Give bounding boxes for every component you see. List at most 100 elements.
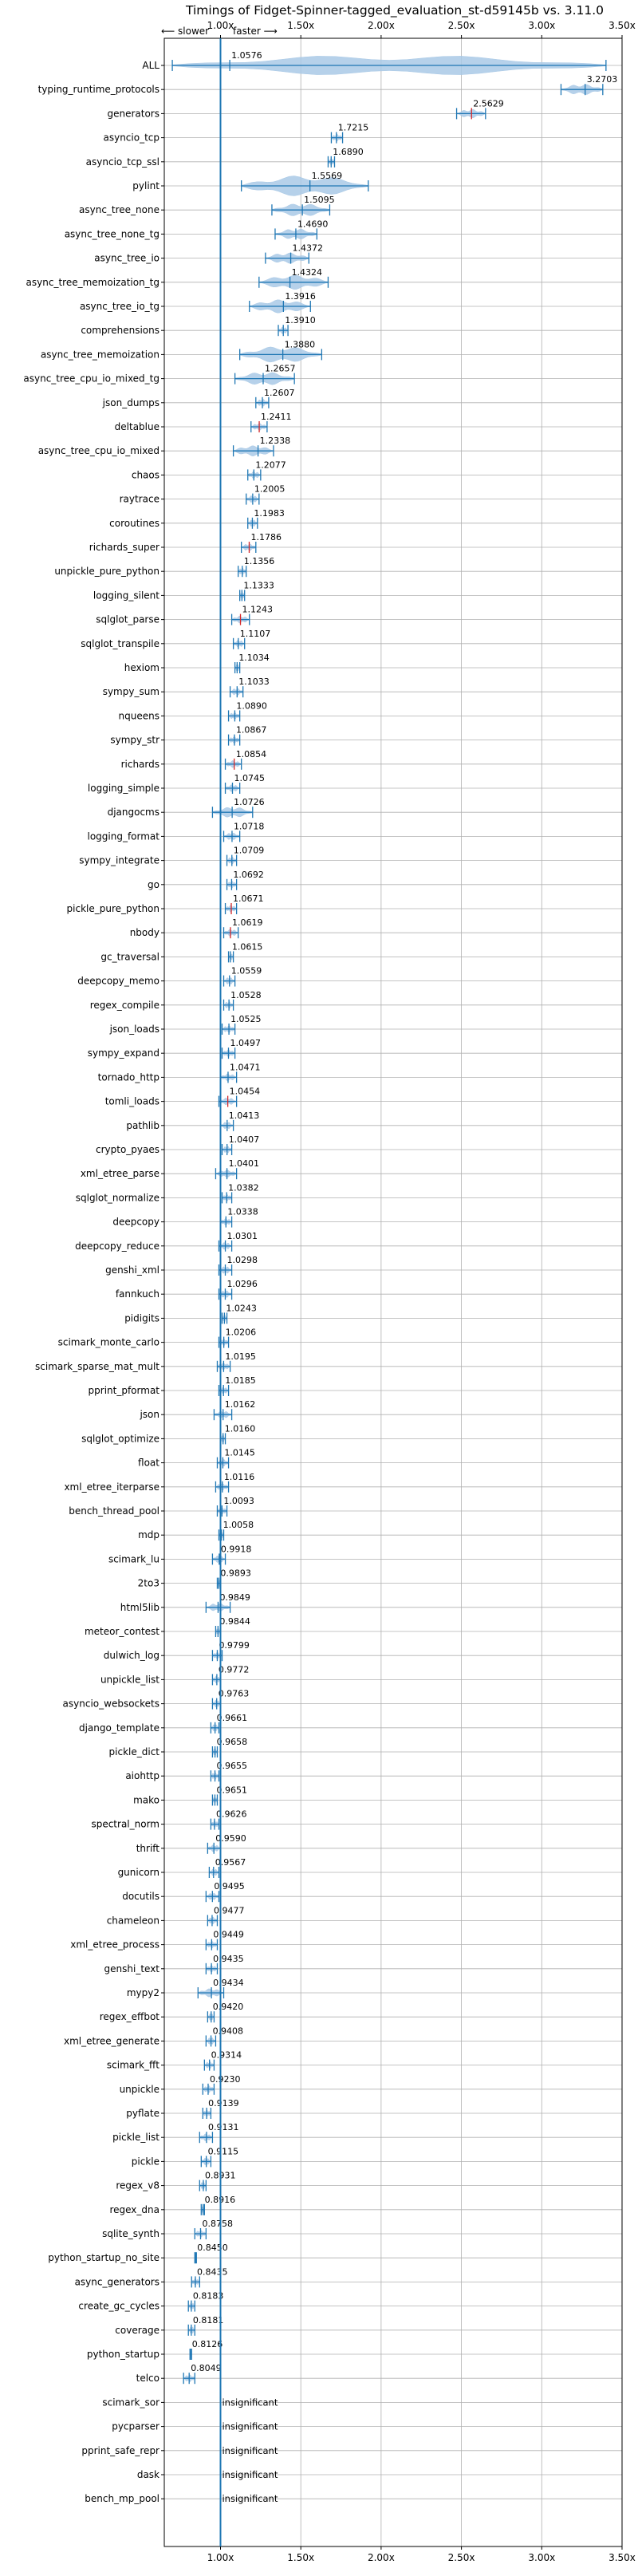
row-label-fannkuch: fannkuch [116, 1288, 160, 1300]
row-label-comprehensions: comprehensions [81, 325, 160, 336]
row-label-asyncio-websockets: asyncio_websockets [63, 1698, 160, 1710]
value-label-sympy-expand: 1.0497 [230, 1038, 262, 1048]
row-label-dask: dask [137, 2469, 160, 2480]
row-label-logging-silent: logging_silent [93, 590, 160, 601]
value-label-spectral-norm: 0.9626 [216, 1809, 247, 1820]
value-label-sqlglot-transpile: 1.1107 [240, 629, 271, 639]
row-label-sqlglot-optimize: sqlglot_optimize [81, 1433, 160, 1444]
value-label-coverage: 0.8181 [193, 2315, 224, 2326]
row-label-unpickle-list: unpickle_list [100, 1674, 160, 1685]
row-label-async-tree-memoization: async_tree_memoization [41, 349, 160, 360]
value-label-pickle-list: 0.9131 [208, 2122, 239, 2132]
row-label-xml-etree-process: xml_etree_process [70, 1939, 160, 1951]
row-label-scimark-fft: scimark_fft [107, 2060, 160, 2071]
row-label-regex-effbot: regex_effbot [100, 2011, 160, 2022]
markers [171, 60, 607, 2385]
row-label-xml-etree-parse: xml_etree_parse [81, 1168, 160, 1179]
row-label-scimark-monte-carlo: scimark_monte_carlo [58, 1337, 160, 1348]
value-label-mypy2: 0.9434 [213, 1978, 244, 1988]
row-label-sqlglot-normalize: sqlglot_normalize [76, 1192, 160, 1203]
row-label-async-tree-io: async_tree_io [94, 253, 160, 264]
value-label-sympy-integrate: 1.0709 [234, 846, 265, 856]
value-label-sqlglot-parse: 1.1243 [242, 605, 274, 615]
value-label-all: 1.0576 [231, 50, 262, 61]
row-label-bench-thread-pool: bench_thread_pool [69, 1505, 160, 1517]
value-label-raytrace: 1.2005 [254, 484, 286, 495]
row-label-pathlib: pathlib [126, 1120, 160, 1131]
row-label-deepcopy-reduce: deepcopy_reduce [75, 1241, 160, 1252]
x-tick-label-top-1-50x: 1.50x [287, 20, 314, 31]
value-label-xml-etree-process: 0.9449 [213, 1930, 244, 1940]
row-label-sqlglot-parse: sqlglot_parse [96, 614, 160, 625]
row-label-sympy-str: sympy_str [110, 735, 160, 746]
row-label-typing-runtime-protocols: typing_runtime_protocols [38, 84, 160, 95]
value-label-aiohttp: 0.9655 [217, 1761, 248, 1771]
value-label-xml-etree-generate: 0.9408 [213, 2026, 244, 2036]
row-label-crypto-pyaes: crypto_pyaes [96, 1144, 160, 1155]
x-tick-label-top-2-00x: 2.00x [368, 20, 395, 31]
x-tick-label-top-3-00x: 3.00x [528, 20, 555, 31]
row-label-all: ALL [142, 60, 160, 71]
value-label-async-tree-memoization-tg: 1.4324 [292, 267, 323, 278]
slower-label: ⟵ slower [161, 26, 209, 37]
row-label-genshi-xml: genshi_xml [105, 1264, 160, 1276]
value-label-sympy-str: 1.0867 [236, 725, 267, 736]
row-label-pickle-pure-python: pickle_pure_python [67, 903, 160, 914]
x-tick-label-bottom-3-00x: 3.00x [528, 2552, 555, 2563]
row-label-tornado-http: tornado_http [98, 1071, 160, 1083]
row-label-chaos: chaos [132, 469, 160, 480]
row-label-json-dumps: json_dumps [102, 397, 160, 408]
row-label-json-loads: json_loads [109, 1024, 160, 1035]
value-label-asyncio-tcp-ssl: 1.6890 [333, 147, 364, 157]
value-label-pylint: 1.5569 [312, 171, 343, 181]
row-label-pickle: pickle [132, 2156, 160, 2167]
value-label-richards: 1.0854 [236, 749, 267, 759]
row-label-async-tree-none-tg: async_tree_none_tg [65, 228, 160, 239]
row-label-mypy2: mypy2 [127, 1987, 160, 1998]
value-label-gc-traversal: 1.0615 [232, 941, 263, 952]
row-label-async-tree-none: async_tree_none [79, 204, 160, 215]
row-label-async-tree-memoization-tg: async_tree_memoization_tg [26, 277, 160, 288]
row-label-python-startup: python_startup [87, 2349, 160, 2360]
insignificant-label-scimark-sor: insignificant [222, 2397, 278, 2408]
x-tick-label-top-3-50x: 3.50x [608, 20, 636, 31]
value-label-2to3: 0.9893 [220, 1568, 251, 1579]
faster-label: faster ⟶ [233, 26, 278, 37]
row-label-pprint-pformat: pprint_pformat [89, 1385, 160, 1396]
value-label-logging-simple: 1.0745 [234, 773, 265, 783]
row-label-sqlglot-transpile: sqlglot_transpile [81, 638, 160, 649]
row-label-regex-v8: regex_v8 [116, 2180, 160, 2191]
row-label-deepcopy: deepcopy [112, 1217, 160, 1228]
row-label-sqlite-synth: sqlite_synth [102, 2228, 160, 2239]
x-tick-label-bottom-3-50x: 3.50x [608, 2552, 636, 2563]
row-label-deepcopy-memo: deepcopy_memo [77, 976, 160, 987]
row-label-pidigits: pidigits [124, 1312, 160, 1324]
row-label-pickle-dict: pickle_dict [109, 1746, 160, 1757]
value-label-scimark-sparse-mat-mult: 1.0195 [225, 1351, 256, 1362]
value-label-sqlglot-optimize: 1.0160 [225, 1423, 256, 1434]
row-label-telco: telco [136, 2373, 160, 2384]
row-label-sympy-integrate: sympy_integrate [79, 855, 160, 866]
value-label-meteor-contest: 0.9844 [219, 1616, 250, 1627]
row-label-logging-simple: logging_simple [88, 783, 160, 794]
y-tick-labels: ALL typing_runtime_protocols generators asy… [23, 60, 164, 2504]
row-label-gunicorn: gunicorn [118, 1867, 160, 1878]
value-label-comprehensions: 1.3910 [285, 315, 316, 325]
row-label-unpickle-pure-python: unpickle_pure_python [54, 566, 160, 577]
value-label-mdp: 1.0058 [223, 1520, 254, 1530]
value-label-deepcopy-reduce: 1.0301 [227, 1231, 258, 1241]
value-label-json-loads: 1.0525 [230, 1014, 262, 1024]
row-label-html5lib: html5lib [120, 1602, 160, 1613]
row-label-django-template: django_template [79, 1722, 160, 1734]
row-label-async-generators: async_generators [75, 2276, 160, 2287]
row-label-genshi-text: genshi_text [104, 1963, 160, 1974]
value-label-scimark-fft: 0.9314 [211, 2050, 242, 2061]
value-label-sqlglot-normalize: 1.0382 [228, 1182, 259, 1193]
row-label-async-tree-cpu-io-mixed: async_tree_cpu_io_mixed [38, 445, 160, 456]
row-label-async-tree-io-tg: async_tree_io_tg [80, 301, 160, 312]
x-tick-label-bottom-2-00x: 2.00x [368, 2552, 395, 2563]
value-label-gunicorn: 0.9567 [215, 1857, 246, 1868]
value-label-asyncio-websockets: 0.9763 [219, 1689, 250, 1699]
x-tick-label-bottom-2-50x: 2.50x [448, 2552, 475, 2563]
value-label-python-startup-no-site: 0.8450 [197, 2243, 228, 2253]
